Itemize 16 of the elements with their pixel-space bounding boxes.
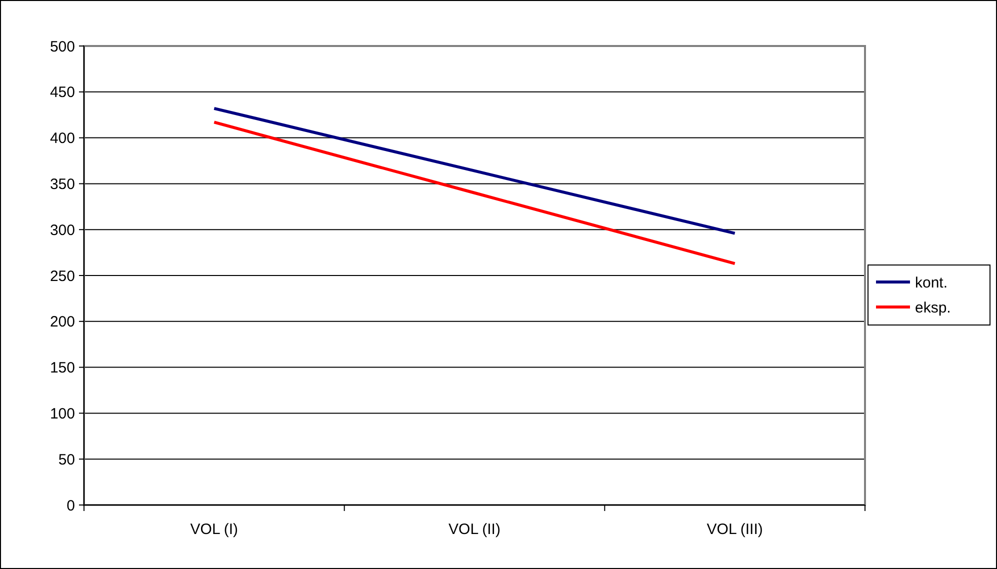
y-tick-label: 50 [58,451,75,468]
y-tick-label: 200 [50,314,75,331]
y-tick-label: 300 [50,222,75,239]
x-tick-label: VOL (III) [706,521,763,538]
legend-label: kont. [915,274,948,292]
y-tick-label: 400 [50,130,75,148]
y-tick-label: 450 [50,84,75,102]
y-tick-label: 0 [66,497,75,514]
y-tick-label: 350 [50,176,75,193]
y-tick-label: 150 [50,360,75,377]
legend-label: eksp. [915,299,951,316]
y-tick-label: 250 [50,268,75,285]
y-tick-label: 100 [50,405,75,422]
x-tick-label: VOL (I) [190,521,238,538]
x-tick-label: VOL (II) [448,521,500,538]
y-tick-label: 500 [50,38,75,56]
